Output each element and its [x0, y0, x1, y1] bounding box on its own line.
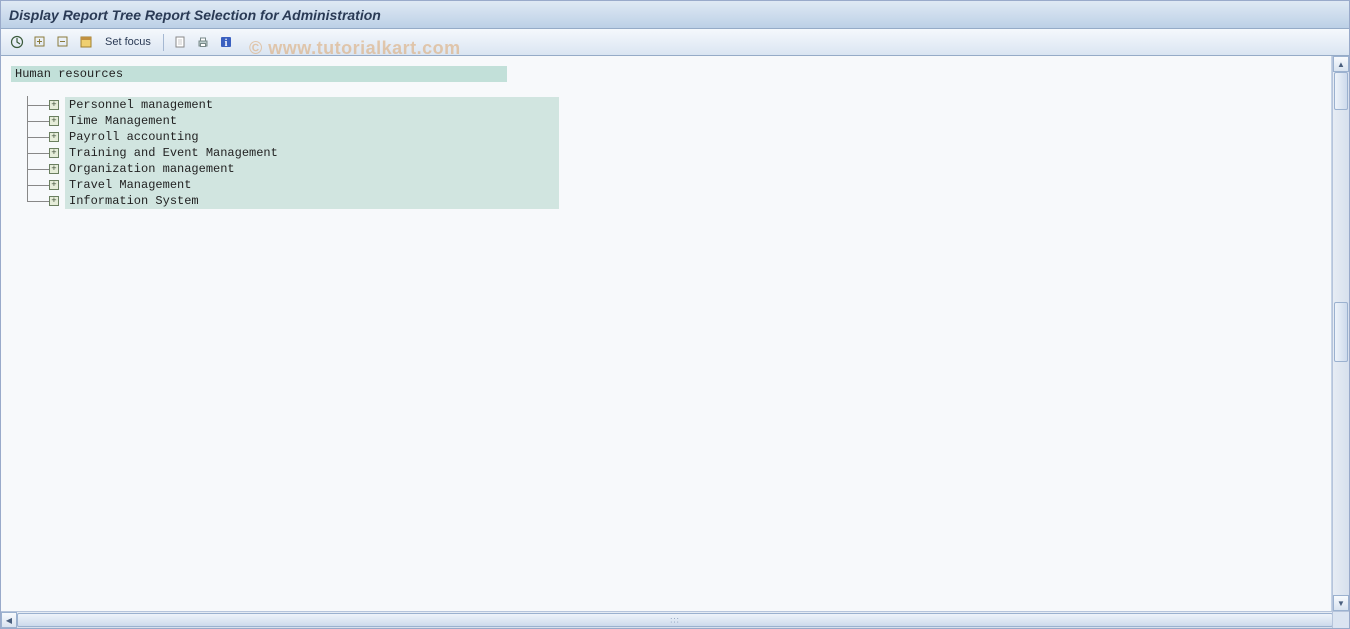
expand-icon[interactable]: +	[49, 196, 59, 206]
tree-root[interactable]: Human resources	[11, 66, 507, 82]
content-area: Human resources + Personnel management +…	[1, 56, 1349, 628]
tree-connector: +	[11, 193, 55, 209]
expand-node-icon[interactable]	[30, 32, 50, 52]
tree-node-label: Personnel management	[65, 97, 559, 113]
tree-node[interactable]: + Organization management	[11, 161, 1321, 177]
print-icon[interactable]	[193, 32, 213, 52]
grip-icon: :::	[670, 616, 680, 625]
set-focus-label: Set focus	[105, 36, 151, 48]
execute-icon[interactable]	[7, 32, 27, 52]
report-tree: Human resources + Personnel management +…	[11, 66, 1321, 209]
scroll-track[interactable]: :::	[17, 612, 1333, 628]
tree-node-label: Information System	[65, 193, 559, 209]
app-window: Display Report Tree Report Selection for…	[0, 0, 1350, 629]
set-focus-button[interactable]: Set focus	[99, 32, 157, 52]
expand-icon[interactable]: +	[49, 148, 59, 158]
collapse-node-icon[interactable]	[53, 32, 73, 52]
tree-connector: +	[11, 145, 55, 161]
page-title: Display Report Tree Report Selection for…	[9, 7, 381, 23]
expand-icon[interactable]: +	[49, 116, 59, 126]
toolbar: Set focus i	[1, 29, 1349, 56]
horizontal-scrollbar[interactable]: ◀ ::: ▶	[1, 611, 1349, 628]
scroll-track[interactable]	[1333, 72, 1349, 595]
expand-icon[interactable]: +	[49, 132, 59, 142]
tree-connector: +	[11, 113, 55, 129]
tree-children: + Personnel management + Time Management…	[11, 97, 1321, 209]
svg-text:i: i	[224, 38, 227, 49]
tree-connector: +	[11, 129, 55, 145]
expand-icon[interactable]: +	[49, 180, 59, 190]
scroll-thumb[interactable]	[1334, 302, 1348, 362]
tree-connector: +	[11, 97, 55, 113]
scroll-thumb[interactable]: :::	[17, 613, 1333, 627]
layout-icon[interactable]	[76, 32, 96, 52]
info-icon[interactable]: i	[216, 32, 236, 52]
tree-connector: +	[11, 161, 55, 177]
tree-connector: +	[11, 177, 55, 193]
tree-node[interactable]: + Information System	[11, 193, 1321, 209]
vertical-scrollbar[interactable]: ▲ ▼	[1332, 56, 1349, 611]
tree-node[interactable]: + Time Management	[11, 113, 1321, 129]
expand-icon[interactable]: +	[49, 164, 59, 174]
scroll-down-icon[interactable]: ▼	[1333, 595, 1349, 611]
tree-node[interactable]: + Travel Management	[11, 177, 1321, 193]
document-icon[interactable]	[170, 32, 190, 52]
expand-icon[interactable]: +	[49, 100, 59, 110]
scroll-left-icon[interactable]: ◀	[1, 612, 17, 628]
toolbar-separator	[163, 34, 164, 51]
title-bar: Display Report Tree Report Selection for…	[1, 1, 1349, 29]
scroll-thumb[interactable]	[1334, 72, 1348, 110]
tree-node[interactable]: + Payroll accounting	[11, 129, 1321, 145]
tree-node-label: Training and Event Management	[65, 145, 559, 161]
tree-node-label: Time Management	[65, 113, 559, 129]
tree-node-label: Organization management	[65, 161, 559, 177]
tree-node-label: Payroll accounting	[65, 129, 559, 145]
tree-node[interactable]: + Personnel management	[11, 97, 1321, 113]
scroll-corner	[1332, 611, 1349, 628]
tree-node[interactable]: + Training and Event Management	[11, 145, 1321, 161]
tree-node-label: Travel Management	[65, 177, 559, 193]
scroll-up-icon[interactable]: ▲	[1333, 56, 1349, 72]
content-inner: Human resources + Personnel management +…	[1, 56, 1332, 611]
